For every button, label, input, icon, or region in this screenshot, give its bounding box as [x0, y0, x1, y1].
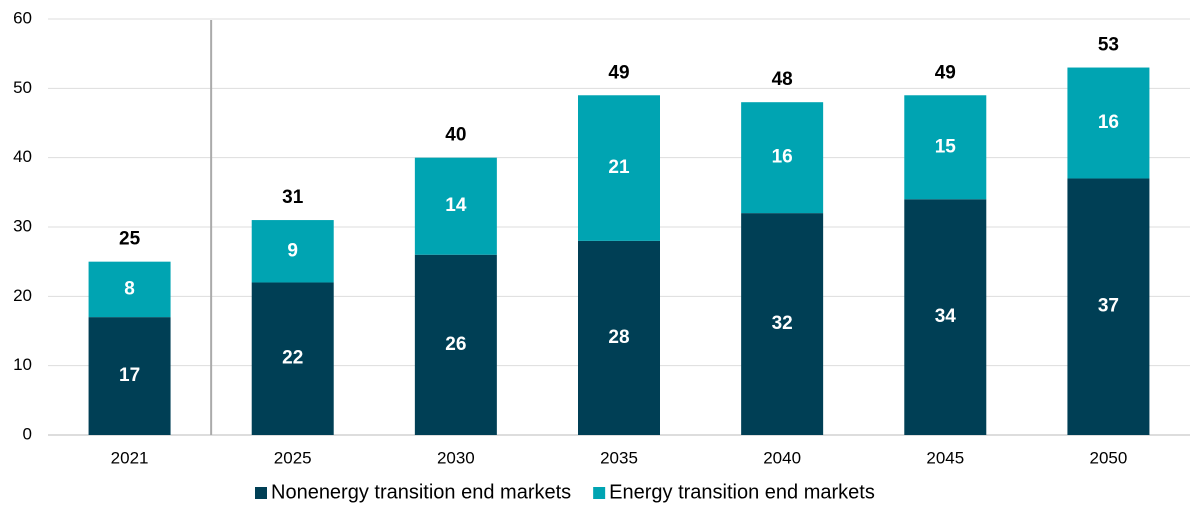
legend-label: Energy transition end markets	[609, 481, 875, 503]
x-tick-label: 2025	[274, 448, 312, 467]
total-label: 31	[282, 187, 304, 208]
data-label: 34	[935, 306, 957, 327]
x-tick-label: 2050	[1090, 448, 1128, 467]
bar-segment	[88, 317, 171, 435]
y-tick-label: 30	[13, 216, 32, 235]
data-label: 14	[445, 195, 467, 216]
y-tick-label: 40	[13, 147, 32, 166]
data-label: 16	[772, 147, 793, 168]
bar-segment	[414, 157, 497, 255]
y-tick-label: 0	[23, 424, 32, 443]
bar-segment	[1067, 178, 1150, 435]
data-label: 22	[282, 348, 303, 369]
bar-segment	[251, 220, 334, 283]
total-label: 53	[1098, 35, 1119, 56]
data-label: 16	[1098, 112, 1119, 133]
total-label: 48	[772, 69, 793, 90]
bar-segment	[741, 102, 824, 214]
data-label: 21	[608, 157, 630, 178]
data-label: 15	[935, 136, 957, 157]
bar-segment	[904, 95, 987, 200]
total-label: 25	[119, 229, 141, 250]
y-tick-label: 50	[13, 78, 32, 97]
bar-segment	[741, 213, 824, 435]
x-tick-label: 2040	[763, 448, 801, 467]
bar-segment	[1067, 67, 1150, 179]
y-tick-label: 20	[13, 286, 32, 305]
data-label: 17	[119, 365, 140, 386]
legend-label: Nonenergy transition end markets	[271, 481, 571, 503]
total-label: 40	[445, 125, 466, 146]
legend-swatch	[593, 487, 606, 499]
bar-segment	[414, 254, 497, 435]
data-label: 8	[124, 278, 135, 299]
bar-segment	[251, 282, 334, 435]
bar-segment	[578, 95, 660, 241]
legend-swatch	[255, 487, 267, 499]
bar-segment	[88, 261, 171, 318]
x-tick-label: 2021	[111, 448, 149, 467]
x-tick-label: 2035	[600, 448, 638, 467]
bar-segment	[904, 199, 987, 435]
data-label: 28	[608, 327, 629, 348]
data-label: 26	[445, 334, 466, 355]
y-tick-label: 10	[13, 355, 32, 374]
y-tick-label: 60	[13, 8, 32, 27]
bar-segment	[578, 240, 660, 435]
x-tick-label: 2030	[437, 448, 475, 467]
data-label: 9	[287, 240, 298, 261]
x-tick-label: 2045	[926, 448, 964, 467]
total-label: 49	[608, 62, 629, 83]
data-label: 37	[1098, 296, 1119, 317]
data-label: 32	[772, 313, 793, 334]
total-label: 49	[935, 62, 956, 83]
